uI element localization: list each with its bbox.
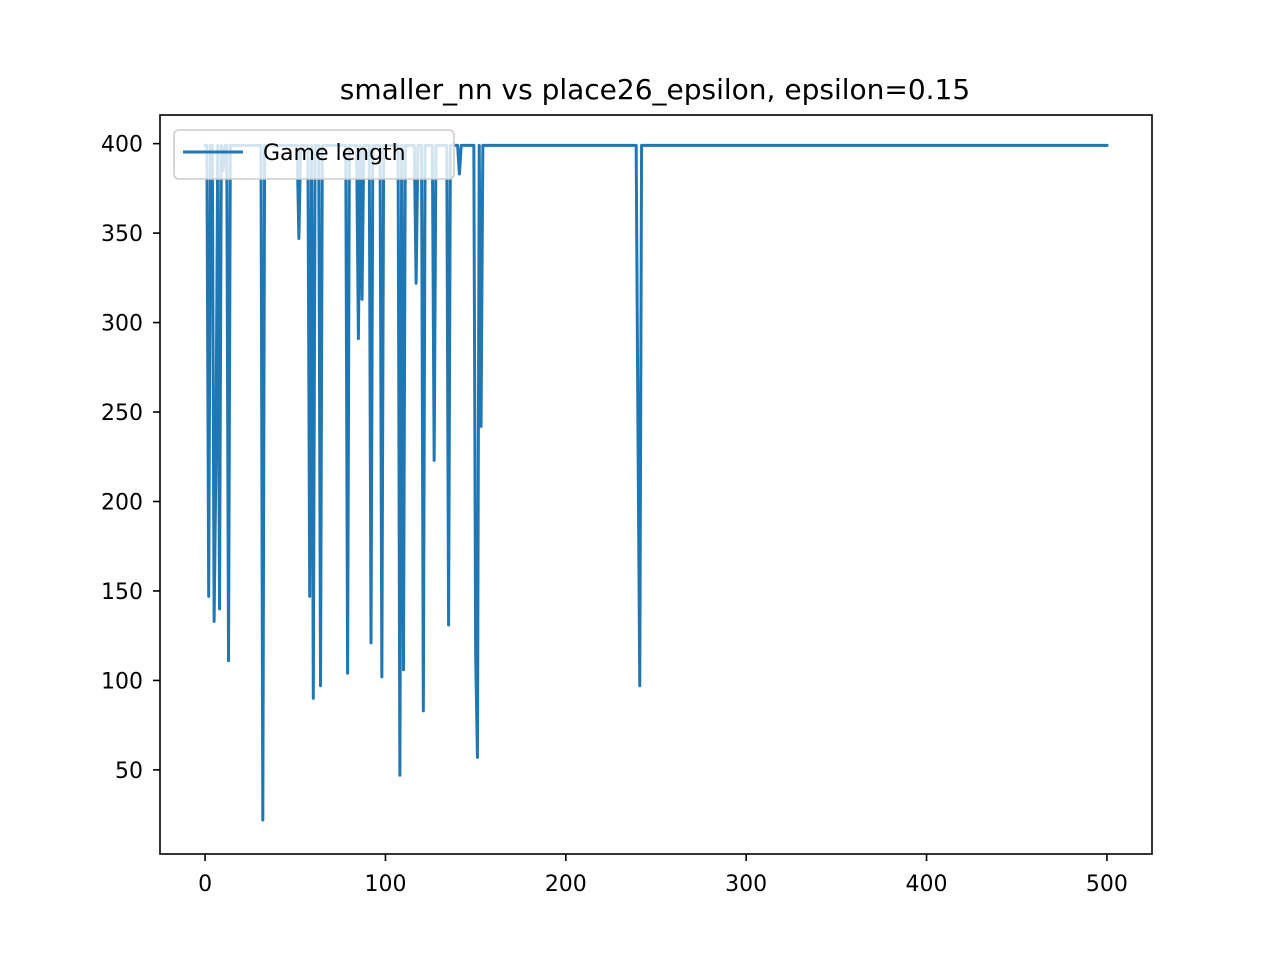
- legend-box: [173, 129, 455, 180]
- legend: Game length: [173, 129, 455, 180]
- y-tick-label: 300: [101, 312, 143, 337]
- x-tick-label: 200: [545, 872, 587, 897]
- y-tick-label: 350: [101, 222, 143, 247]
- chart-title: smaller_nn vs place26_epsilon, epsilon=0…: [340, 73, 970, 106]
- y-tick-label: 50: [115, 759, 143, 784]
- y-tick-label: 400: [101, 133, 143, 158]
- y-tick-label: 250: [101, 401, 143, 426]
- y-tick-label: 150: [101, 580, 143, 605]
- x-axis: 0 100 200 300 400 500: [198, 854, 1128, 897]
- x-tick-label: 0: [198, 872, 212, 897]
- plot-frame: [159, 114, 1153, 855]
- x-tick-label: 500: [1086, 872, 1128, 897]
- y-tick-label: 100: [101, 669, 143, 694]
- y-axis: 50 100 150 200 250 300 350 400: [101, 133, 160, 784]
- x-tick-label: 100: [364, 872, 406, 897]
- x-tick-label: 400: [906, 872, 948, 897]
- legend-label: Game length: [263, 141, 406, 166]
- x-tick-label: 300: [725, 872, 767, 897]
- y-tick-label: 200: [101, 490, 143, 515]
